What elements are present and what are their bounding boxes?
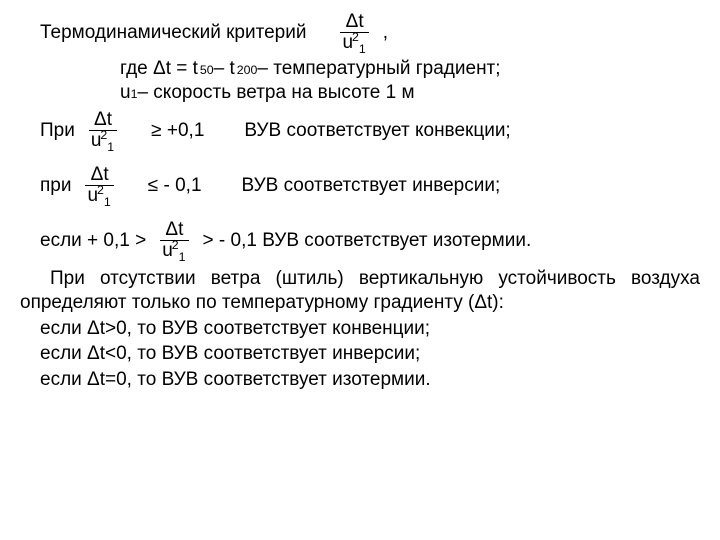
criterion-fraction: Δt u21 [340,12,368,53]
cond2-pre: при [40,174,71,198]
cond3-pre: если + 0,1 > [40,229,146,253]
bullet-inversion: если Δt<0, то ВУВ соответствует инверсии… [20,342,700,366]
cond-inversion: при Δt u21 ≤ - 0,1 ВУВ соответствует инв… [20,165,700,206]
page: Термодинамический критерий Δt u21 , где … [0,0,720,392]
frac-den: u21 [340,32,368,53]
cond-isothermy: если + 0,1 > Δt u21 > - 0,1 ВУВ соответс… [20,220,700,261]
bullet-isothermy: если Δt=0, то ВУВ соответствует изотерми… [20,368,700,392]
cond2-rel: ≤ - 0,1 [148,174,202,198]
cond3-frac: Δt u21 [160,220,188,261]
cond-convection: При Δt u21 ≥ +0,1 ВУВ соответствует конв… [20,110,700,151]
grad-s200: 200 [237,63,258,78]
cond1-post: ВУВ соответствует конвекции; [244,119,510,143]
line-criterion: Термодинамический критерий Δt u21 , [20,12,700,53]
grad-mid: – t [214,57,235,81]
criterion-label: Термодинамический критерий [40,21,306,45]
grad-post: – температурный градиент; [257,57,500,81]
cond1-rel: ≥ +0,1 [151,119,204,143]
u-pre: u [120,81,131,105]
line-gradient-def: где Δt = t50 – t200 – температурный град… [20,57,700,81]
grad-pre: где Δt = t [120,57,198,81]
u-sub: 1 [131,87,138,102]
criterion-tail: , [383,21,388,45]
para-no-wind: При отсутствии ветра (штиль) вертикальну… [20,267,700,315]
u-post: – скорость ветра на высоте 1 м [137,81,414,105]
cond2-post: ВУВ соответствует инверсии; [242,174,501,198]
frac-num: Δt [344,12,366,32]
cond3-rel: > - 0,1 ВУВ соответствует изотермии. [203,229,532,253]
line-windspeed-def: u1 – скорость ветра на высоте 1 м [20,81,700,105]
grad-s50: 50 [200,63,214,78]
cond1-frac: Δt u21 [89,110,117,151]
cond2-frac: Δt u21 [85,165,113,206]
bullet-convection: если Δt>0, то ВУВ соответствует конвенци… [20,317,700,341]
cond1-pre: При [40,119,75,143]
